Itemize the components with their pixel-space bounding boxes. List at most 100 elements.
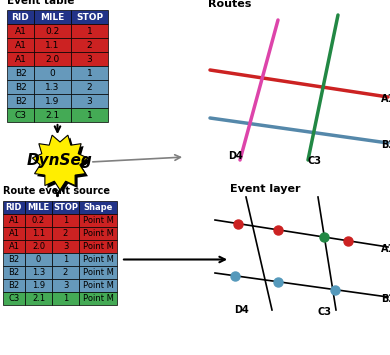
Text: 3: 3 (63, 281, 68, 290)
Text: B2: B2 (9, 268, 20, 277)
Bar (52, 227, 79, 240)
Bar (79, 253, 117, 266)
Text: 1.1: 1.1 (32, 229, 45, 238)
Text: B2: B2 (9, 255, 20, 264)
Text: 1.3: 1.3 (45, 82, 60, 92)
Bar (52, 292, 79, 305)
Bar (7, 52, 34, 66)
Bar (52, 266, 79, 279)
Text: Point M: Point M (83, 229, 113, 238)
Bar (71, 10, 108, 24)
Bar (25, 253, 52, 266)
Text: STOP: STOP (76, 12, 103, 22)
Bar (34, 108, 71, 122)
Bar (34, 52, 71, 66)
Text: Shape: Shape (83, 203, 113, 212)
Text: Point M: Point M (83, 216, 113, 225)
Text: 1: 1 (63, 255, 68, 264)
Bar (79, 292, 117, 305)
Text: 2.0: 2.0 (32, 242, 45, 251)
Text: A1: A1 (14, 27, 27, 36)
Text: Event layer: Event layer (230, 184, 301, 194)
Text: Point M: Point M (83, 294, 113, 303)
Bar (79, 266, 117, 279)
Bar (34, 66, 71, 80)
Text: 2.1: 2.1 (32, 294, 45, 303)
Text: 2.1: 2.1 (45, 110, 60, 120)
Text: A1: A1 (9, 229, 20, 238)
Bar (52, 240, 79, 253)
Bar (7, 38, 34, 52)
Text: DynSeg: DynSeg (27, 153, 93, 169)
Text: RID: RID (12, 12, 29, 22)
Text: Point M: Point M (83, 255, 113, 264)
Bar (52, 214, 79, 227)
Bar (7, 80, 34, 94)
Text: 1: 1 (87, 110, 92, 120)
Bar (25, 214, 52, 227)
Text: 1.9: 1.9 (45, 97, 60, 105)
Text: 0.2: 0.2 (45, 27, 60, 36)
Text: 1.3: 1.3 (32, 268, 45, 277)
Text: 1: 1 (63, 294, 68, 303)
Bar (79, 279, 117, 292)
Bar (3, 266, 25, 279)
Text: B2: B2 (9, 281, 20, 290)
Bar (3, 253, 25, 266)
Text: 2: 2 (87, 82, 92, 92)
Text: 3: 3 (87, 55, 92, 64)
Text: 2: 2 (63, 229, 68, 238)
Bar (71, 94, 108, 108)
Bar (79, 201, 117, 214)
Polygon shape (35, 138, 90, 192)
Text: A1: A1 (9, 242, 20, 251)
Bar (7, 94, 34, 108)
Bar (34, 24, 71, 38)
Text: C3: C3 (318, 307, 332, 317)
Bar (3, 292, 25, 305)
Bar (3, 240, 25, 253)
Text: A1: A1 (14, 55, 27, 64)
Bar (79, 227, 117, 240)
Text: Route event source: Route event source (3, 186, 110, 196)
Text: 1: 1 (87, 69, 92, 77)
Bar (25, 266, 52, 279)
Text: Point M: Point M (83, 268, 113, 277)
Bar (3, 201, 25, 214)
Text: D4: D4 (234, 305, 249, 315)
Bar (7, 10, 34, 24)
Text: 1.9: 1.9 (32, 281, 45, 290)
Text: Event table: Event table (7, 0, 74, 6)
Bar (52, 253, 79, 266)
Bar (25, 227, 52, 240)
Bar (34, 94, 71, 108)
Text: B2: B2 (15, 69, 27, 77)
Text: RID: RID (6, 203, 22, 212)
Text: MILE: MILE (41, 12, 65, 22)
Text: MILE: MILE (27, 203, 50, 212)
Bar (25, 292, 52, 305)
Text: A1: A1 (381, 244, 390, 254)
Bar (71, 66, 108, 80)
Text: D4: D4 (228, 151, 243, 161)
Text: B2: B2 (381, 140, 390, 150)
Text: 1: 1 (87, 27, 92, 36)
Bar (7, 108, 34, 122)
Bar (71, 108, 108, 122)
Text: 2: 2 (63, 268, 68, 277)
Bar (52, 279, 79, 292)
Bar (7, 24, 34, 38)
Text: B2: B2 (15, 82, 27, 92)
Text: 1: 1 (63, 216, 68, 225)
Text: 2: 2 (87, 40, 92, 49)
Bar (3, 279, 25, 292)
Text: 1.1: 1.1 (45, 40, 60, 49)
Bar (25, 201, 52, 214)
Text: 2.0: 2.0 (45, 55, 60, 64)
Bar (71, 80, 108, 94)
Bar (25, 240, 52, 253)
Text: 3: 3 (63, 242, 68, 251)
Text: Routes: Routes (208, 0, 252, 9)
Bar (34, 38, 71, 52)
Bar (25, 279, 52, 292)
